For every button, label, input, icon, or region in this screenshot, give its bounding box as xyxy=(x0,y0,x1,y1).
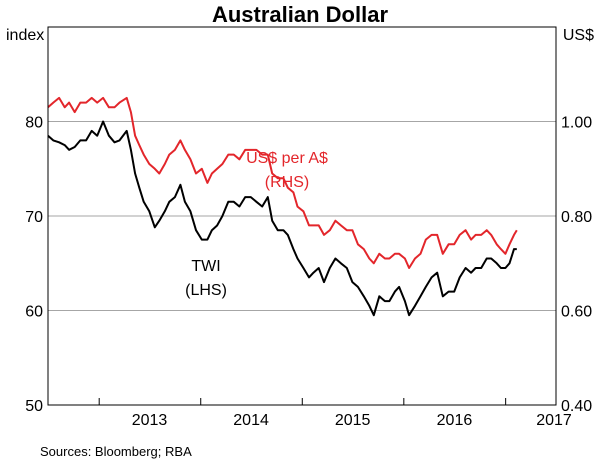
usd-series-axis-note: (RHS) xyxy=(265,174,309,191)
series-lines xyxy=(47,96,518,317)
left-axis-unit-label: index xyxy=(6,27,44,44)
x-tick-label: 2017 xyxy=(536,412,572,429)
x-tick-label: 2013 xyxy=(132,412,168,429)
left-axis-ticks: 80 70 60 50 xyxy=(25,115,43,416)
usd-per-aud-line xyxy=(47,96,518,269)
source-note: Sources: Bloomberg; RBA xyxy=(40,444,192,459)
right-tick-label: 1.00 xyxy=(561,115,592,132)
right-axis-unit-label: US$ xyxy=(563,27,594,44)
x-tick-label: 2014 xyxy=(233,412,269,429)
twi-line xyxy=(47,120,517,317)
usd-series-label: US$ per A$ xyxy=(246,150,328,167)
right-tick-label: 0.40 xyxy=(561,398,592,415)
right-axis-ticks: 1.00 0.80 0.60 0.40 xyxy=(561,115,592,416)
x-axis-ticks: 2013 2014 2015 2016 2017 xyxy=(98,398,572,429)
twi-series-axis-note: (LHS) xyxy=(185,282,227,299)
left-tick-label: 70 xyxy=(25,209,43,226)
twi-series-label: TWI xyxy=(191,258,220,275)
x-tick-label: 2015 xyxy=(335,412,371,429)
left-tick-label: 80 xyxy=(25,115,43,132)
x-tick-label: 2016 xyxy=(437,412,473,429)
chart-title: Australian Dollar xyxy=(212,2,388,27)
right-tick-label: 0.80 xyxy=(561,209,592,226)
right-tick-label: 0.60 xyxy=(561,304,592,321)
left-tick-label: 50 xyxy=(25,398,43,415)
left-tick-label: 60 xyxy=(25,304,43,321)
